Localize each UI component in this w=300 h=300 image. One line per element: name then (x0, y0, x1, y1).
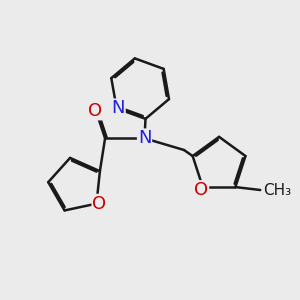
Text: N: N (111, 99, 125, 117)
Text: O: O (88, 101, 102, 119)
Text: O: O (92, 195, 106, 213)
Text: O: O (194, 181, 208, 199)
Text: N: N (138, 129, 151, 147)
Text: CH₃: CH₃ (263, 182, 291, 197)
